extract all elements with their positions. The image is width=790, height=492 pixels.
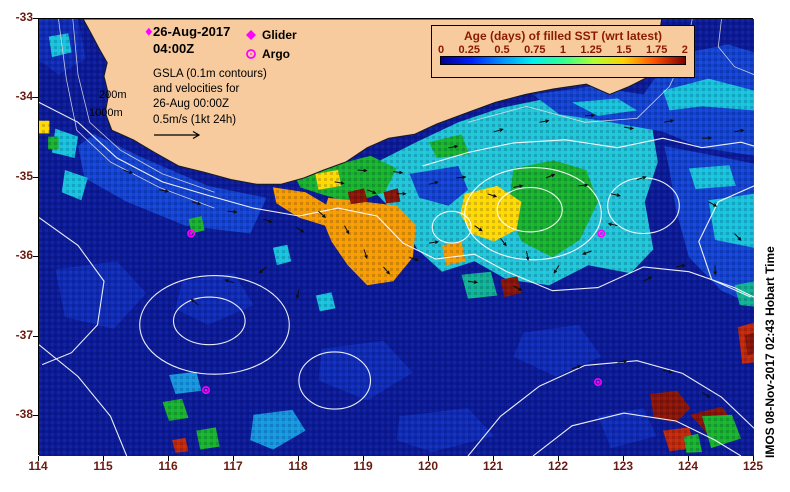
map-plot: 26-Aug-2017 04:00Z Glider Argo GSLA (0.1… (38, 18, 754, 456)
x-tick-label: 123 (612, 459, 634, 473)
x-tick-mark (493, 456, 494, 461)
gsla-contours (39, 101, 754, 456)
x-tick-label: 125 (742, 459, 764, 473)
legend-row-glider: Glider (245, 25, 297, 44)
y-tick-mark (33, 176, 38, 178)
x-tick-mark (753, 456, 754, 461)
y-tick-label: -35 (15, 168, 33, 183)
y-tick-mark (33, 97, 38, 99)
velocity-scale-label: 0.5m/s (1kt 24h) (153, 114, 237, 126)
x-tick-label: 124 (677, 459, 699, 473)
legend: Glider Argo (245, 25, 297, 63)
x-tick-label: 117 (223, 459, 243, 473)
colorbar-gradient (440, 56, 686, 65)
x-tick-label: 122 (547, 459, 569, 473)
colorbar-tick: 1.5 (616, 44, 632, 56)
colorbar-tick: 0 (438, 44, 445, 56)
colorbar-title: Age (days) of filled SST (wrt latest) (463, 29, 663, 43)
y-tick-mark (33, 18, 38, 19)
x-tick-label: 114 (28, 459, 48, 473)
y-tick-label: -33 (15, 10, 33, 24)
bathy-1000m-label: 1000m (89, 107, 123, 119)
colorbar-ticks: 0 0.25 0.5 0.75 1 1.25 1.5 1.75 2 (432, 44, 694, 56)
velocity-scale-arrow (154, 130, 201, 140)
argo-label: Argo (262, 46, 290, 61)
x-tick-mark (168, 456, 169, 461)
colorbar-tick: 1.25 (580, 44, 602, 56)
x-tick-label: 118 (288, 459, 308, 473)
gsla-annotation: GSLA (0.1m contours) and velocities for … (153, 68, 267, 110)
colorbar-tick: 2 (681, 44, 688, 56)
watermark: IMOS 08-Nov-2017 02:43 Hobart Time (763, 246, 777, 458)
y-tick-mark (33, 415, 38, 417)
x-tick-mark (233, 456, 234, 461)
x-tick-mark (103, 456, 104, 461)
x-tick-mark (38, 456, 39, 461)
bathy-200m-label: 200m (99, 89, 127, 101)
glider-icon (246, 29, 256, 40)
x-tick-mark (558, 456, 559, 461)
x-tick-label: 121 (482, 459, 504, 473)
date-label: 26-Aug-2017 (153, 24, 231, 39)
velocity-arrows (123, 113, 745, 398)
x-tick-label: 119 (353, 459, 373, 473)
colorbar-tick: 1.75 (645, 44, 668, 56)
legend-row-argo: Argo (245, 44, 297, 63)
y-tick-label: -37 (15, 327, 33, 342)
colorbar-tick: 0.75 (524, 44, 546, 56)
sst-map-canvas (39, 19, 754, 456)
x-tick-label: 115 (93, 459, 113, 473)
x-tick-mark (298, 456, 299, 461)
colorbar-tick: 0.5 (494, 44, 510, 56)
glider-markers (145, 27, 152, 36)
x-tick-mark (688, 456, 689, 461)
y-tick-label: -36 (15, 248, 33, 263)
timestamp: 26-Aug-2017 04:00Z (153, 23, 230, 57)
x-tick-label: 120 (417, 459, 439, 473)
argo-markers (187, 229, 606, 395)
x-tick-mark (428, 456, 429, 461)
argo-icon (246, 48, 256, 59)
x-tick-label: 116 (158, 459, 178, 473)
y-tick-label: -38 (15, 407, 33, 422)
colorbar-tick: 0.25 (458, 44, 480, 56)
x-tick-mark (623, 456, 624, 461)
time-label: 04:00Z (153, 41, 195, 56)
glider-label: Glider (262, 27, 297, 42)
colorbar-tick: 1 (559, 44, 567, 56)
y-tick-label: -34 (15, 89, 33, 104)
y-tick-mark (33, 335, 38, 337)
y-tick-mark (33, 256, 38, 258)
x-tick-mark (363, 456, 364, 461)
